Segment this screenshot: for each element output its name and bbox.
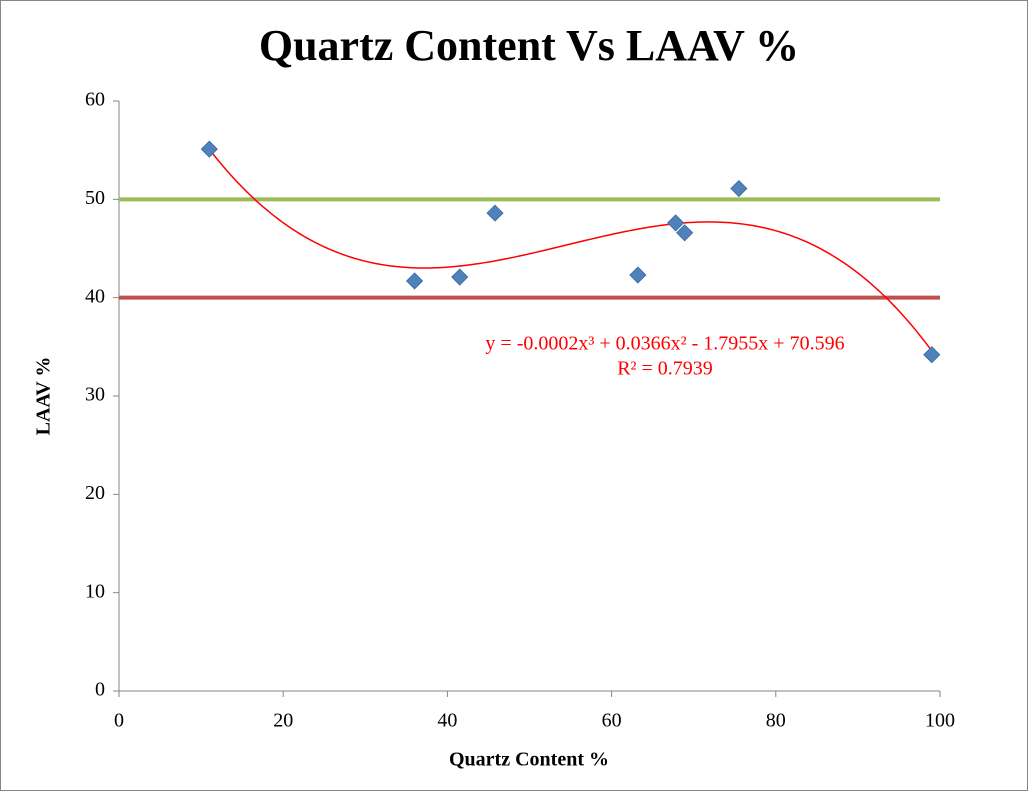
data-point bbox=[676, 224, 694, 242]
chart-title: Quartz Content Vs LAAV % bbox=[259, 21, 799, 70]
x-tick-label: 80 bbox=[766, 710, 786, 732]
data-point bbox=[730, 179, 748, 198]
x-tick-label: 40 bbox=[437, 710, 457, 732]
y-tick-label: 30 bbox=[85, 384, 105, 406]
data-point bbox=[629, 266, 647, 284]
data-point bbox=[486, 204, 504, 222]
data-point bbox=[667, 214, 685, 232]
x-tick-label: 20 bbox=[273, 710, 293, 732]
data-point bbox=[200, 140, 218, 158]
data-point bbox=[451, 268, 469, 286]
y-tick-label: 60 bbox=[85, 89, 105, 111]
y-tick-label: 0 bbox=[95, 679, 105, 701]
trendline bbox=[208, 148, 933, 352]
data-point bbox=[405, 272, 424, 290]
y-axis-label: LAAV % bbox=[33, 357, 55, 436]
trendline-equation: y = -0.0002x³ + 0.0366x² - 1.7955x + 70.… bbox=[485, 333, 844, 355]
x-axis-label: Quartz Content % bbox=[449, 749, 609, 771]
x-tick-label: 0 bbox=[114, 710, 124, 732]
data-point bbox=[923, 346, 941, 364]
trendline-r-squared: R² = 0.7939 bbox=[617, 358, 713, 380]
x-tick-label: 60 bbox=[602, 710, 622, 732]
x-tick-label: 100 bbox=[925, 710, 955, 732]
y-tick-label: 20 bbox=[85, 482, 105, 504]
y-tick-label: 50 bbox=[85, 187, 105, 209]
y-tick-label: 40 bbox=[85, 285, 105, 307]
y-tick-label: 10 bbox=[85, 580, 105, 602]
